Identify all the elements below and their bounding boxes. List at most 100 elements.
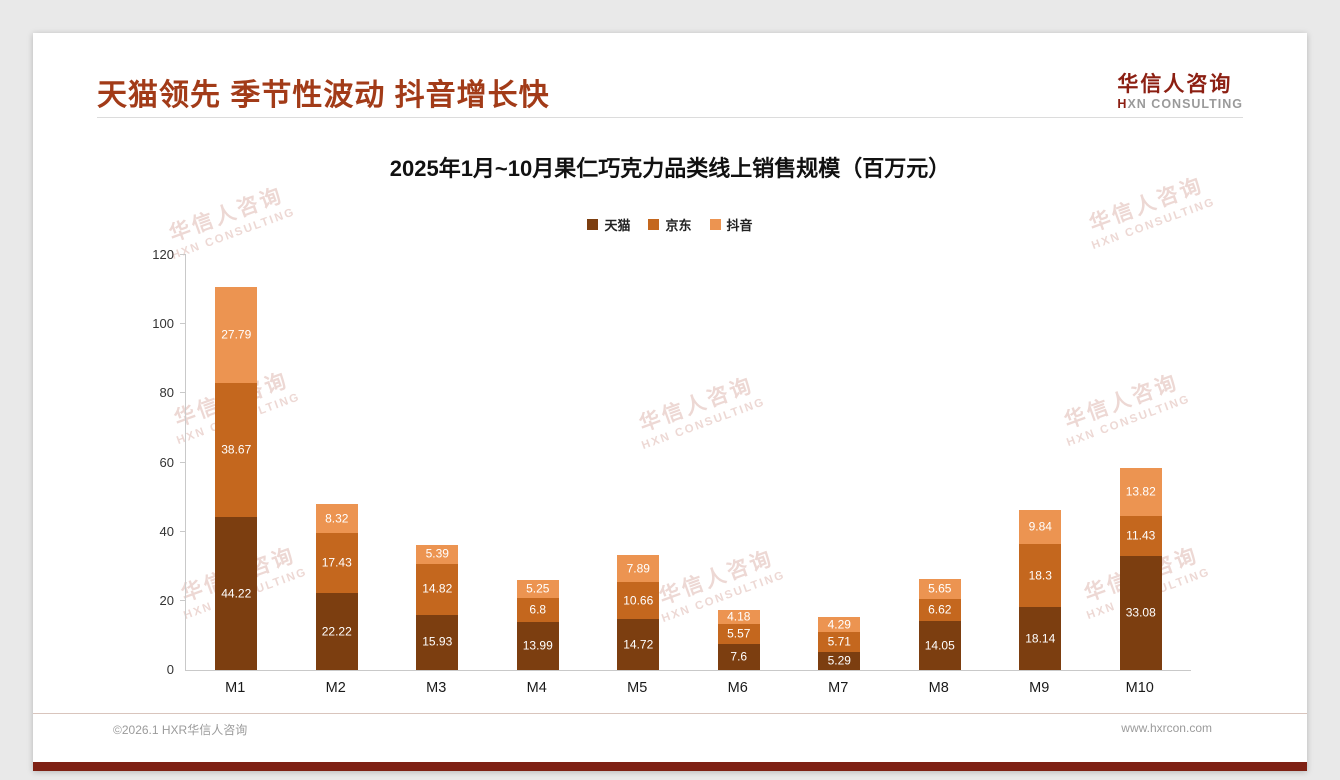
bar-segment-天猫: 5.29: [818, 651, 861, 670]
legend-label: 京东: [665, 218, 692, 233]
bar-value-label: 5.57: [727, 626, 751, 641]
stacked-bar-M4: 13.99 6.8 5.25: [516, 579, 559, 670]
legend-label: 天猫: [604, 218, 631, 233]
legend-item-天猫: 天猫: [587, 215, 630, 234]
legend-label: 抖音: [726, 218, 753, 233]
legend-swatch: [587, 219, 599, 230]
bar-segment-京东: 5.57: [717, 624, 760, 644]
bar-segment-天猫: 33.08: [1119, 555, 1162, 670]
y-tick-label: 20: [159, 592, 174, 608]
y-tick-label: 80: [159, 385, 174, 401]
bar-value-label: 17.43: [321, 555, 352, 570]
bar-value-label: 15.93: [422, 634, 453, 649]
logo-en-text: HXN CONSULTING: [1117, 96, 1243, 111]
bar-segment-京东: 17.43: [315, 532, 358, 594]
stacked-bar-M8: 14.05 6.62 5.65: [918, 579, 961, 670]
bar-segment-抖音: 8.32: [315, 504, 358, 533]
bar-value-label: 7.6: [730, 649, 748, 664]
bar-value-label: 5.25: [526, 581, 550, 596]
bar-slot-M5: 14.72 10.66 7.89: [588, 255, 689, 670]
bar-value-label: 27.79: [221, 327, 252, 342]
bar-segment-抖音: 5.39: [416, 545, 459, 564]
bar-segment-天猫: 14.05: [918, 621, 961, 670]
chart-legend: 天猫 京东 抖音: [33, 215, 1307, 234]
stacked-bar-M5: 14.72 10.66 7.89: [617, 554, 660, 670]
y-tick-label: 60: [159, 454, 174, 470]
x-axis-label-M9: M9: [1029, 680, 1050, 696]
bar-value-label: 9.84: [1028, 519, 1052, 534]
stacked-bar-M3: 15.93 14.82 5.39: [416, 545, 459, 670]
stacked-bar-M1: 44.22 38.67 27.79: [215, 287, 258, 670]
bar-segment-京东: 38.67: [215, 383, 258, 518]
bar-slot-M8: 14.05 6.62 5.65: [890, 255, 991, 670]
legend-swatch: [648, 219, 660, 230]
bar-segment-京东: 14.82: [416, 563, 459, 615]
stacked-bar-M10: 33.08 11.43 13.82: [1119, 468, 1162, 670]
bar-segment-抖音: 13.82: [1119, 468, 1162, 517]
bar-value-label: 22.22: [321, 624, 352, 639]
legend-item-抖音: 抖音: [709, 215, 753, 234]
bar-value-label: 18.14: [1025, 631, 1056, 646]
y-tick-mark: [180, 392, 186, 394]
stacked-bar-M6: 7.6 5.57 4.18: [717, 610, 760, 670]
bar-value-label: 4.29: [827, 617, 851, 632]
bar-segment-京东: 11.43: [1119, 516, 1162, 556]
bar-value-label: 8.32: [325, 511, 349, 525]
bar-value-label: 7.89: [626, 561, 650, 576]
x-axis-label-M5: M5: [627, 680, 648, 696]
bar-segment-抖音: 5.65: [918, 579, 961, 599]
bar-segment-京东: 5.71: [818, 631, 861, 652]
y-tick-label: 100: [152, 316, 174, 332]
bar-segment-天猫: 18.14: [1019, 607, 1062, 670]
x-axis-label-M2: M2: [325, 680, 346, 696]
bar-value-label: 5.29: [827, 653, 851, 668]
x-axis-label-M3: M3: [426, 680, 447, 696]
bar-segment-抖音: 27.79: [215, 287, 258, 384]
bar-segment-天猫: 44.22: [215, 517, 258, 670]
y-tick-label: 120: [152, 247, 174, 262]
bar-value-label: 6.8: [529, 602, 547, 617]
y-tick-label: 40: [159, 523, 174, 539]
y-axis-labels: 0 20 40 60 80 100 120: [134, 247, 174, 677]
y-tick-mark: [180, 461, 186, 463]
bar-value-label: 14.72: [623, 637, 654, 652]
bar-value-label: 6.62: [928, 602, 952, 617]
x-axis-label-M1: M1: [225, 680, 246, 696]
footer-divider: [33, 713, 1307, 714]
bar-value-label: 33.08: [1125, 605, 1156, 620]
bar-segment-天猫: 7.6: [717, 643, 760, 670]
footer-website: www.hxrcon.com: [1121, 721, 1212, 735]
bar-segment-抖音: 9.84: [1019, 509, 1062, 544]
bar-slot-M1: 44.22 38.67 27.79: [186, 255, 287, 670]
bar-slot-M10: 33.08 11.43 13.82: [1091, 255, 1192, 670]
bar-slot-M4: 13.99 6.8 5.25: [488, 255, 589, 670]
bar-segment-京东: 10.66: [617, 582, 660, 620]
bar-slot-M3: 15.93 14.82 5.39: [387, 255, 488, 670]
x-axis-labels: M1 M2 M3 M4 M5 M6 M7 M8 M9 M10: [185, 680, 1190, 696]
y-tick-mark: [180, 323, 186, 325]
bar-segment-京东: 6.8: [516, 598, 559, 622]
bar-segment-天猫: 13.99: [516, 621, 559, 670]
stacked-bar-M7: 5.29 5.71 4.29: [818, 617, 861, 670]
footer-copyright: ©2026.1 HXR华信人咨询: [113, 723, 248, 737]
watermark-text-cn: 华信人咨询: [166, 183, 287, 247]
bar-value-label: 14.82: [422, 581, 453, 596]
bar-slot-M9: 18.14 18.3 9.84: [990, 255, 1091, 670]
bar-value-label: 5.65: [928, 581, 952, 596]
bar-slot-M7: 5.29 5.71 4.29: [789, 255, 890, 670]
bar-value-label: 14.05: [924, 638, 955, 653]
bar-segment-天猫: 22.22: [315, 593, 358, 670]
x-axis-label-M10: M10: [1125, 680, 1154, 696]
bar-segment-抖音: 4.18: [717, 610, 760, 625]
bar-slot-M6: 7.6 5.57 4.18: [689, 255, 790, 670]
bar-value-label: 4.18: [727, 609, 751, 624]
bar-value-label: 5.71: [827, 634, 851, 649]
bar-segment-抖音: 5.25: [516, 579, 559, 599]
y-tick-mark: [180, 599, 186, 601]
bar-value-label: 11.43: [1126, 528, 1156, 543]
logo-cn-text: 华信人咨询: [1117, 72, 1233, 96]
header: 天猫领先 季节性波动 抖音增长快 华信人咨询 HXN CONSULTING: [97, 63, 1243, 121]
bar-segment-京东: 6.62: [918, 598, 961, 622]
x-axis-label-M8: M8: [928, 680, 949, 696]
brand-logo: 华信人咨询 HXN CONSULTING: [1117, 73, 1243, 112]
